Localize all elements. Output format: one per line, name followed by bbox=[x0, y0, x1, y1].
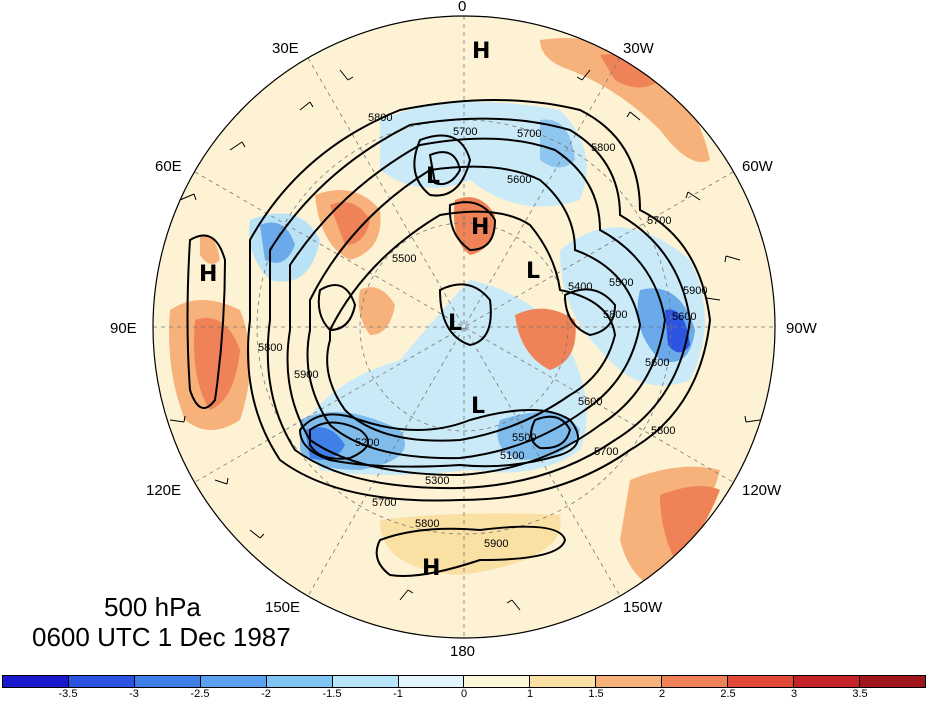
contour-label: 5800 bbox=[415, 518, 439, 530]
contour-label: 5700 bbox=[517, 128, 541, 140]
graticule bbox=[153, 16, 775, 638]
colorbar-segment bbox=[530, 676, 597, 687]
contour-label: 5700 bbox=[372, 497, 396, 509]
contour-label: 5600 bbox=[645, 357, 669, 369]
contour-label: 5300 bbox=[425, 475, 449, 487]
lon-label-60e: 60E bbox=[155, 158, 182, 175]
contour-label: 5700 bbox=[453, 126, 477, 138]
colorbar-segment bbox=[662, 676, 729, 687]
colorbar-segment bbox=[200, 676, 267, 687]
colorbar-segment bbox=[3, 676, 69, 687]
low-arctic: L bbox=[448, 311, 462, 336]
contour-labels: 5800 5700 5700 5600 5800 5500 5400 5500 … bbox=[258, 112, 707, 550]
map-boundary bbox=[152, 15, 776, 639]
high-north-pacific: H bbox=[422, 556, 440, 581]
lon-label-30e: 30E bbox=[272, 40, 299, 57]
contour-label: 5900 bbox=[683, 285, 707, 297]
colorbar-segment bbox=[266, 676, 333, 687]
colorbar-tick-label: 2 bbox=[658, 688, 666, 700]
colorbar-segment bbox=[794, 676, 860, 687]
colorbar-tick-label: 3.5 bbox=[852, 688, 868, 700]
colorbar-segment bbox=[332, 676, 399, 687]
contour-label: 5600 bbox=[672, 311, 696, 323]
colorbar-tick-label: -1 bbox=[393, 688, 403, 700]
contour-label: 5800 bbox=[368, 112, 392, 124]
contour-label: 5500 bbox=[512, 432, 536, 444]
colorbar-segment bbox=[596, 676, 663, 687]
colorbar-tick-label: 3 bbox=[790, 688, 798, 700]
high-central-asia: H bbox=[199, 262, 217, 287]
colorbar-tick-label: 1 bbox=[526, 688, 534, 700]
lon-label-120w: 120W bbox=[742, 482, 782, 499]
colorbar-tick-label: -3.5 bbox=[58, 688, 78, 700]
contour-label: 5200 bbox=[355, 437, 379, 449]
lon-label-150w: 150W bbox=[623, 599, 663, 616]
lon-label-60w: 60W bbox=[742, 158, 773, 175]
colorbar-segment bbox=[859, 676, 925, 687]
height-contours bbox=[186, 99, 712, 577]
contour-label: 5500 bbox=[392, 253, 416, 265]
lon-label-180: 180 bbox=[450, 643, 476, 660]
colorbar-tick-label: 2.5 bbox=[720, 688, 736, 700]
contour-label: 5800 bbox=[591, 142, 615, 154]
high-north-atlantic: H bbox=[471, 215, 489, 240]
colorbar-segment bbox=[68, 676, 135, 687]
low-hudson-bay: L bbox=[526, 259, 540, 284]
contour-label: 5100 bbox=[500, 450, 524, 462]
lon-label-150e: 150E bbox=[265, 599, 301, 616]
low-europe: L bbox=[426, 164, 440, 189]
contour-label: 5600 bbox=[578, 396, 602, 408]
colorbar-segment bbox=[134, 676, 201, 687]
contour-label: 5900 bbox=[484, 538, 508, 550]
colorbar-tick-label: -2.5 bbox=[190, 688, 210, 700]
lon-label-30w: 30W bbox=[623, 40, 654, 57]
contour-label: 5500 bbox=[609, 277, 633, 289]
contour-label: 5800 bbox=[258, 342, 282, 354]
colorbar bbox=[2, 675, 926, 688]
colorbar-tick-label: 1.5 bbox=[588, 688, 604, 700]
high-greenland: H bbox=[472, 39, 490, 64]
lon-label-90e: 90E bbox=[110, 320, 137, 337]
contour-label: 5700 bbox=[594, 446, 618, 458]
colorbar-tick-label: 0 bbox=[460, 688, 468, 700]
contour-label: 5800 bbox=[651, 425, 675, 437]
contour-label: 5800 bbox=[603, 309, 627, 321]
colorbar-segment bbox=[464, 676, 531, 687]
pressure-centers: H H H H L L L L bbox=[199, 39, 540, 581]
lon-label-90w: 90W bbox=[786, 320, 817, 337]
contour-label: 5400 bbox=[568, 281, 592, 293]
lon-label-120e: 120E bbox=[146, 482, 182, 499]
valid-time-title: 0600 UTC 1 Dec 1987 bbox=[32, 622, 291, 652]
contour-label: 5900 bbox=[294, 369, 318, 381]
colorbar-tick-label: -3 bbox=[129, 688, 139, 700]
contour-label: 5700 bbox=[647, 215, 671, 227]
low-siberia: L bbox=[471, 394, 485, 419]
colorbar-tick-label: -2 bbox=[261, 688, 271, 700]
contour-label: 5600 bbox=[507, 174, 531, 186]
colorbar-segment bbox=[398, 676, 465, 687]
lon-label-0: 0 bbox=[458, 0, 467, 15]
pressure-level-title: 500 hPa bbox=[104, 592, 201, 622]
colorbar-tick-label: -1.5 bbox=[322, 688, 342, 700]
colorbar-segment bbox=[728, 676, 795, 687]
